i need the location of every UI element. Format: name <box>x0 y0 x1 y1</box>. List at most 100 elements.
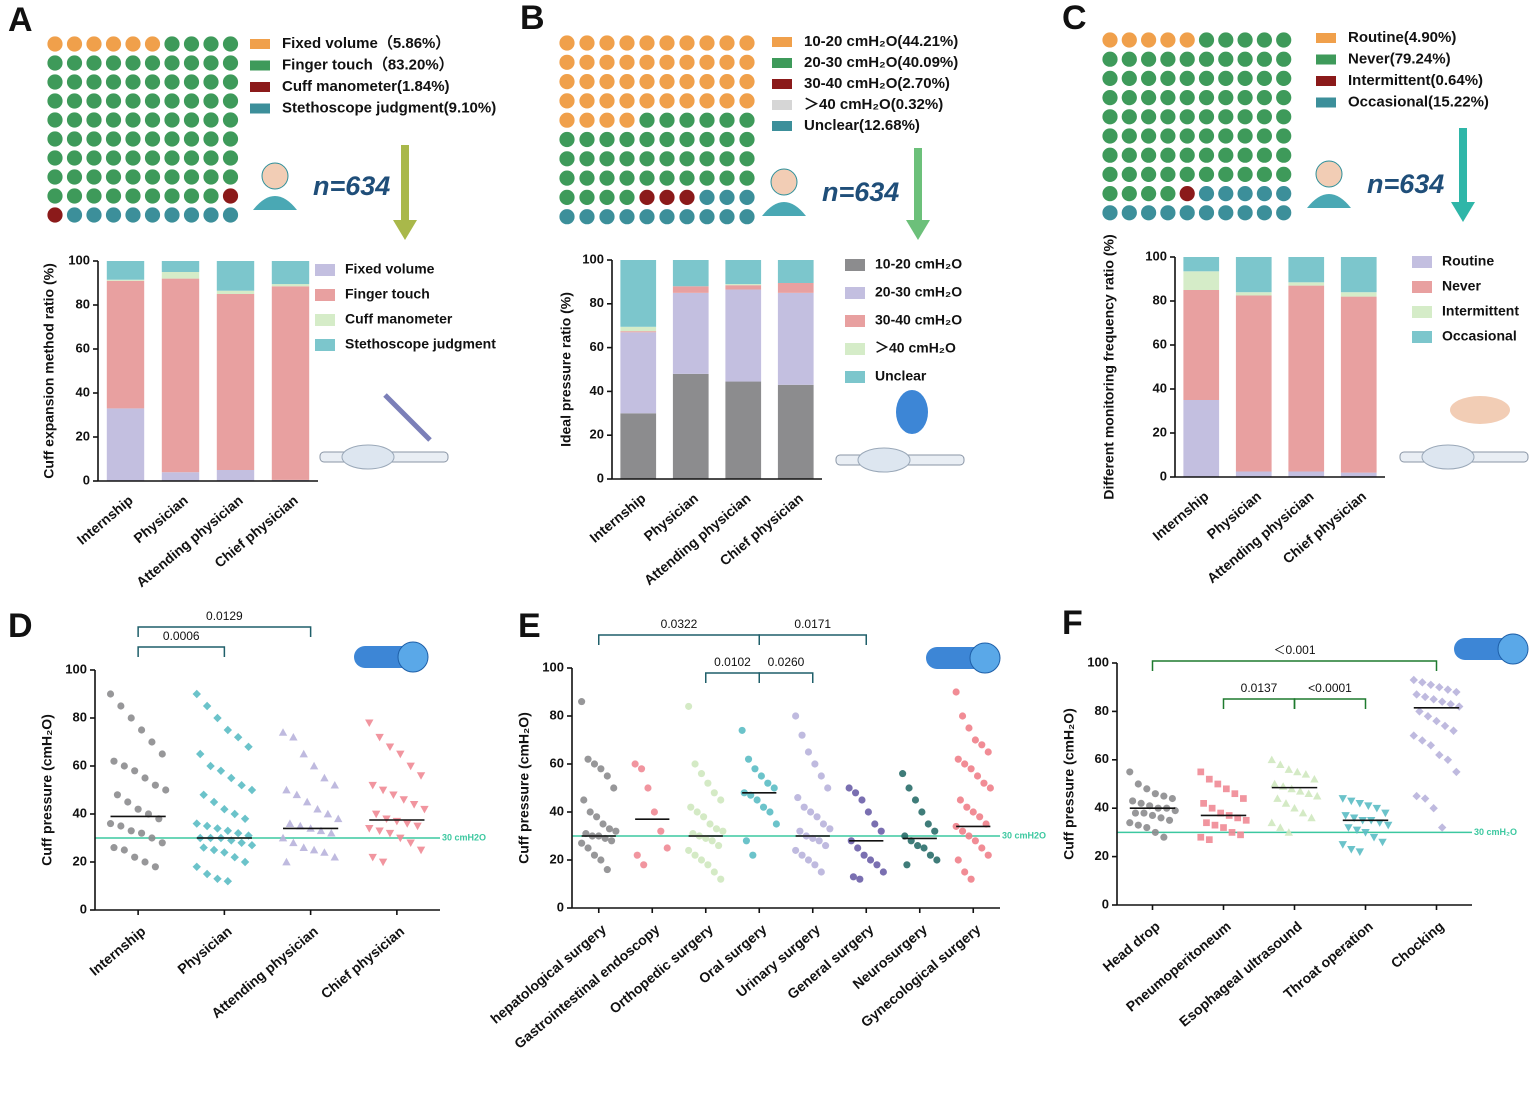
significance-bracket <box>705 672 760 683</box>
point <box>961 760 969 768</box>
legend-value: （83.20%） <box>373 55 454 73</box>
panel-label: C <box>1062 0 1087 37</box>
legend-value: (44.21%) <box>897 33 958 50</box>
waffle-dot <box>1276 147 1292 163</box>
legend-value: (0.32%) <box>891 96 944 113</box>
waffle-dot <box>164 74 180 90</box>
waffle-dot <box>144 93 161 109</box>
waffle-dot <box>1237 51 1253 67</box>
point <box>209 845 219 855</box>
point <box>864 808 872 816</box>
bar-segment <box>672 260 709 287</box>
waffle-dot <box>164 112 180 128</box>
point <box>984 851 992 859</box>
waffle-dot <box>183 150 200 166</box>
waffle-dot <box>1102 147 1118 163</box>
point <box>822 842 830 850</box>
point <box>860 851 868 859</box>
legend-name: Finger touch <box>282 56 373 73</box>
point <box>914 842 922 850</box>
point <box>199 843 208 852</box>
waffle-dot <box>125 188 141 204</box>
point <box>1420 794 1430 803</box>
point <box>657 827 665 835</box>
waffle-dot <box>579 74 595 90</box>
significance-bracket <box>758 634 867 645</box>
legend-name: ＞40 cmH₂O <box>804 96 891 113</box>
arrow <box>393 220 417 240</box>
waffle-dot <box>559 131 575 148</box>
point <box>1429 804 1438 813</box>
legend-label: Finger touch（83.20%） <box>282 55 454 73</box>
y-tick-label: 100 <box>65 661 87 676</box>
point <box>278 728 288 736</box>
waffle-dot <box>86 93 102 109</box>
sample-size: n=634 <box>313 171 390 201</box>
point <box>965 832 973 840</box>
point <box>1143 785 1151 793</box>
point <box>697 770 706 778</box>
waffle-dot <box>1160 128 1176 144</box>
point <box>986 784 994 792</box>
point <box>330 781 339 789</box>
arrow <box>1451 202 1475 222</box>
point <box>131 767 139 775</box>
x-tick-label: Chocking <box>1388 918 1447 971</box>
point <box>396 834 405 843</box>
point <box>706 820 714 828</box>
legend-swatch <box>250 103 270 114</box>
waffle-dot <box>619 131 635 148</box>
waffle-dot <box>1121 90 1137 106</box>
bar-segment <box>725 289 762 382</box>
point <box>247 841 257 850</box>
point <box>663 844 671 852</box>
legend-swatch <box>772 79 792 89</box>
waffle-dot <box>1237 109 1253 125</box>
y-tick-label: 0 <box>80 901 87 916</box>
legend-label: Unclear(12.68%) <box>804 117 920 134</box>
point <box>1415 707 1424 716</box>
waffle-dot <box>86 131 102 147</box>
point <box>1295 787 1305 795</box>
waffle-dot <box>125 93 141 109</box>
point <box>223 877 233 886</box>
point <box>1347 845 1356 854</box>
point <box>227 836 236 845</box>
waffle-dot <box>203 112 219 128</box>
bar-segment <box>620 413 657 479</box>
y-tick-label: 20 <box>1153 424 1167 439</box>
legend-swatch <box>845 371 865 383</box>
point <box>633 851 641 859</box>
point <box>1200 800 1207 807</box>
waffle-dot <box>144 188 161 204</box>
point <box>237 781 246 790</box>
waffle-dot <box>47 188 63 204</box>
point <box>954 755 962 763</box>
point <box>289 838 298 847</box>
point <box>708 837 716 845</box>
point <box>926 851 935 859</box>
legend-label: Intermittent(0.64%) <box>1348 72 1483 89</box>
waffle-dot <box>47 36 63 52</box>
waffle-dot <box>203 188 219 204</box>
waffle-dot <box>86 150 102 166</box>
waffle-dot <box>739 170 755 186</box>
legend-value: (9.10%) <box>444 99 497 116</box>
waffle-dot <box>125 169 141 185</box>
point <box>396 750 405 759</box>
legend-swatch <box>772 37 792 47</box>
waffle-dot <box>66 131 83 147</box>
point <box>406 762 415 771</box>
point <box>240 814 250 823</box>
waffle-dot <box>203 36 219 52</box>
waffle-dot <box>1237 186 1253 202</box>
point <box>192 689 201 699</box>
waffle-dot <box>1179 186 1195 202</box>
bar-segment <box>271 261 310 285</box>
waffle-dot <box>183 188 200 204</box>
point <box>1293 767 1302 776</box>
significance-bracket <box>758 672 814 683</box>
point <box>772 820 780 828</box>
point <box>1242 816 1250 824</box>
point <box>770 784 778 792</box>
